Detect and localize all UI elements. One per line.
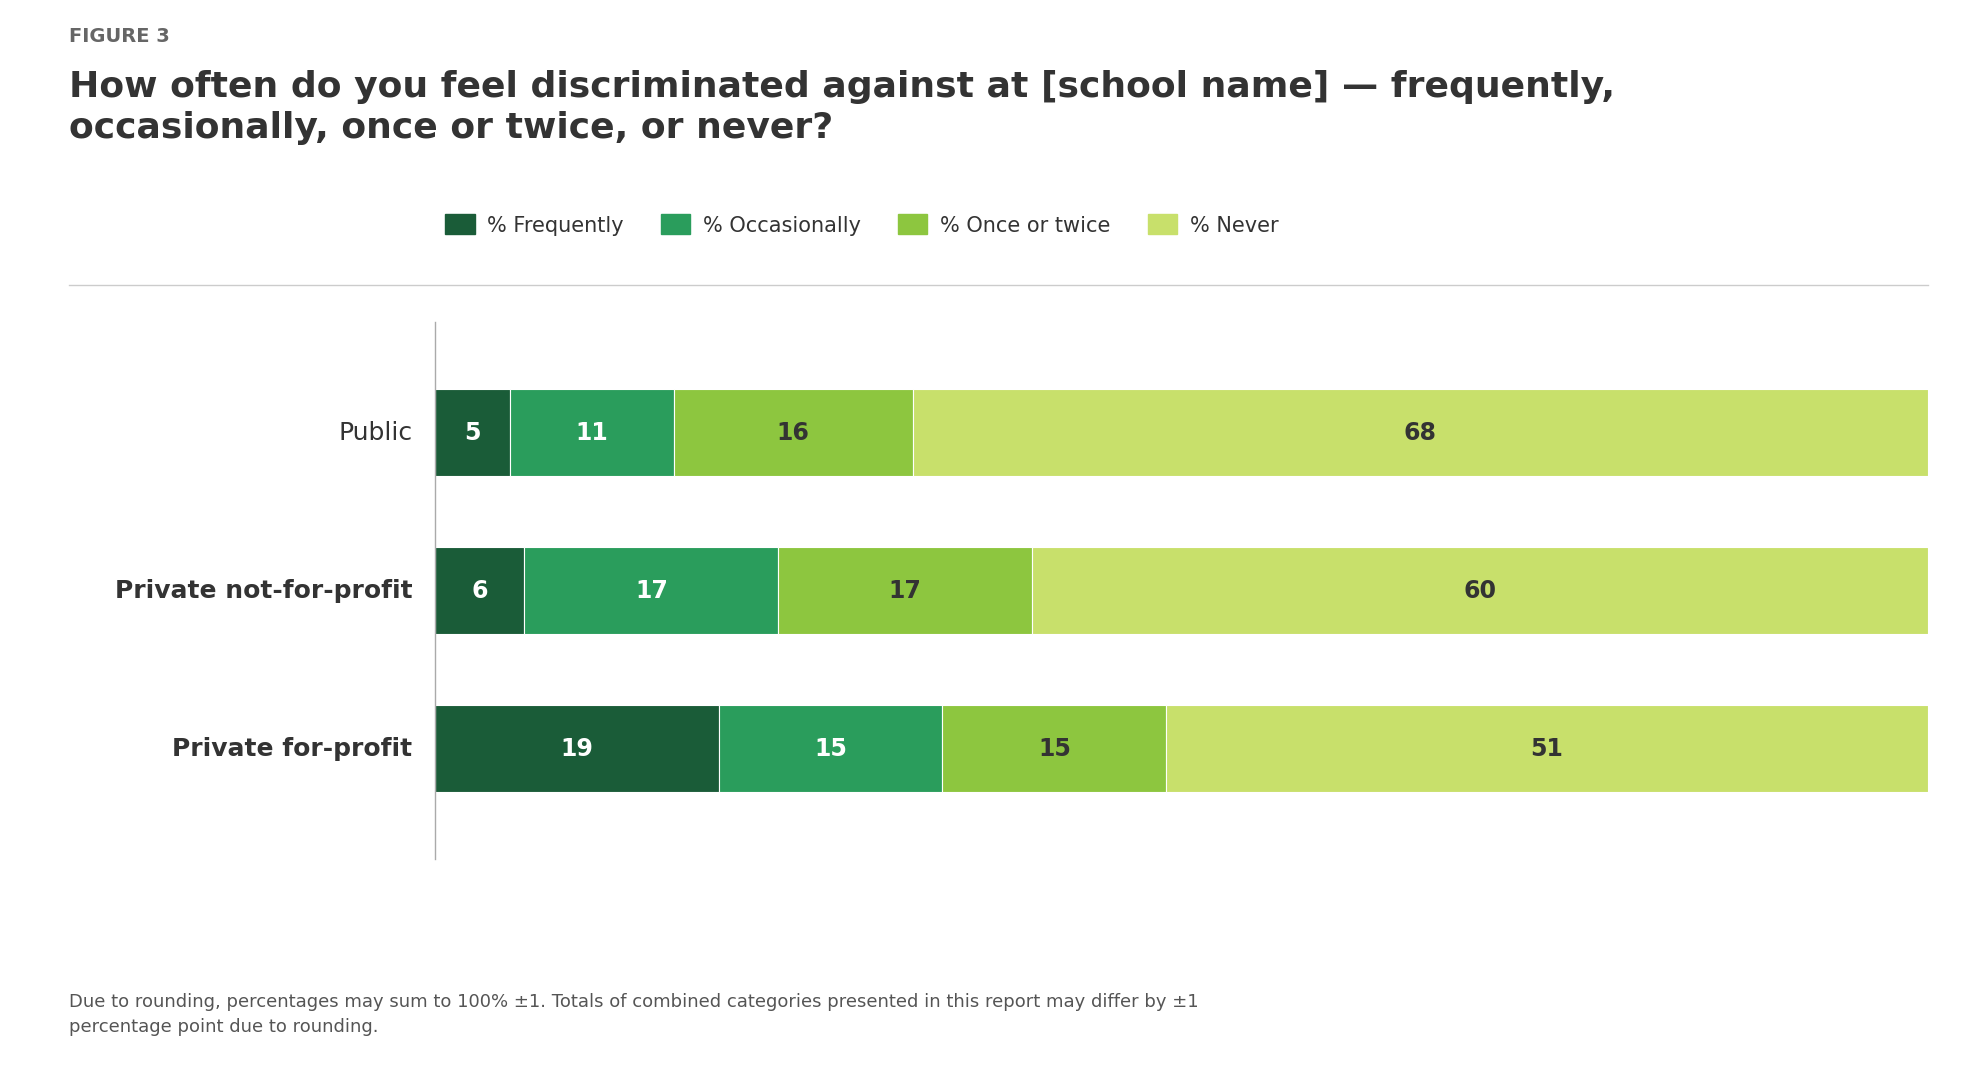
Text: FIGURE 3: FIGURE 3 [69,27,170,46]
Bar [1032,548,1928,634]
Text: How often do you feel discriminated against at [school name] — frequently,
occas: How often do you feel discriminated agai… [69,70,1615,145]
Bar [435,706,718,793]
Text: Private not-for-profit: Private not-for-profit [115,579,413,603]
Text: 5: 5 [465,421,480,445]
Text: Due to rounding, percentages may sum to 100% ±1. Totals of combined categories p: Due to rounding, percentages may sum to … [69,993,1198,1036]
Bar [718,706,943,793]
Bar [674,390,913,476]
Bar [1166,706,1928,793]
Text: 6: 6 [471,579,488,603]
Legend: % Frequently, % Occasionally, % Once or twice, % Never: % Frequently, % Occasionally, % Once or … [445,215,1279,235]
Text: 60: 60 [1463,579,1497,603]
Text: 19: 19 [559,737,593,760]
Text: 16: 16 [777,421,811,445]
Text: 15: 15 [815,737,846,760]
Text: Public: Public [338,421,413,445]
Text: Private for-profit: Private for-profit [172,737,413,760]
Bar [524,548,779,634]
Bar [943,706,1166,793]
Text: 68: 68 [1404,421,1437,445]
Text: 15: 15 [1038,737,1072,760]
Bar [435,548,524,634]
Text: 11: 11 [575,421,609,445]
Bar [510,390,674,476]
Bar [779,548,1032,634]
Bar [435,390,510,476]
Text: 51: 51 [1530,737,1564,760]
Text: 17: 17 [635,579,668,603]
Text: 17: 17 [890,579,921,603]
Bar [913,390,1928,476]
